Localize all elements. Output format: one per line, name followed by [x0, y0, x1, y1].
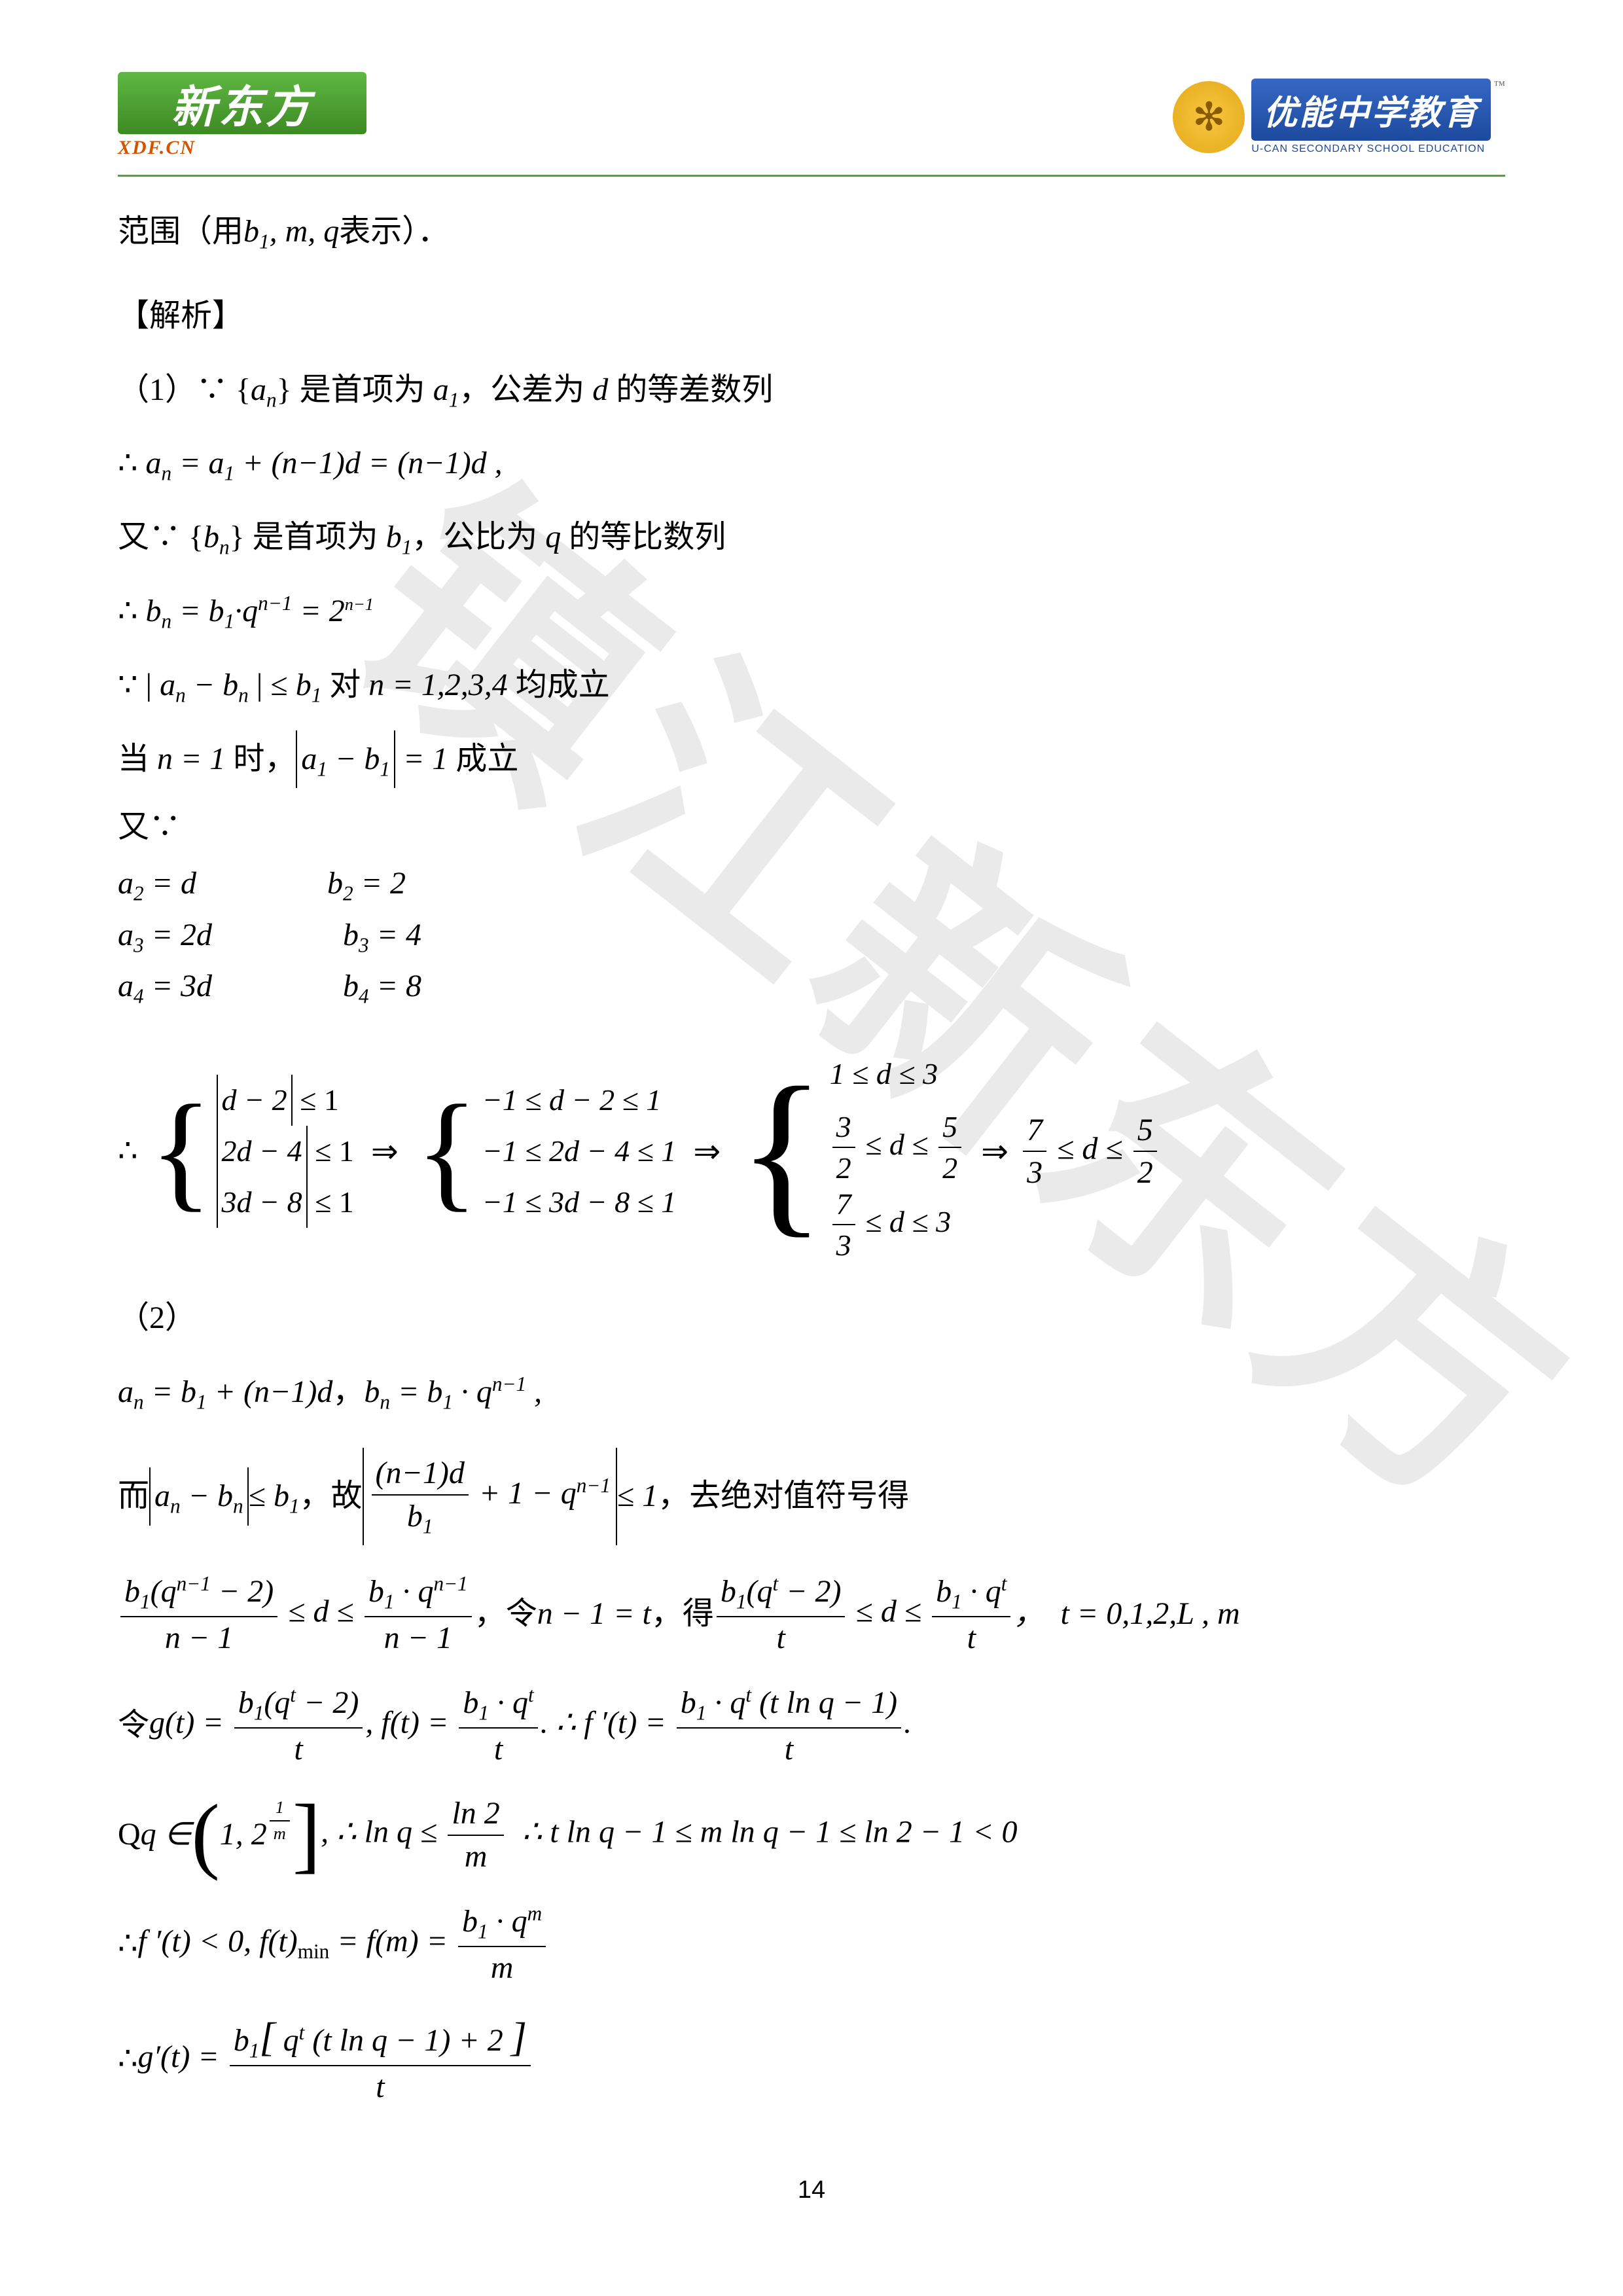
part2-gprime: ∴ g′(t) = b1[ qt (t ln q − 1) + 2 ]t	[118, 2013, 1505, 2106]
text: （1）∵ {	[118, 372, 251, 407]
text: 又∵ {	[118, 520, 204, 554]
page-number: 14	[0, 2176, 1623, 2204]
text: 成立	[448, 742, 518, 776]
part2-q-interval: Q q ∈ ( 1, 21m ] , ∴ ln q ≤ ln 2m ∴ t ln…	[118, 1795, 1505, 1875]
logo-left-badge: 新东方	[118, 72, 366, 134]
text: 而	[118, 1467, 149, 1526]
therefore: ∴	[118, 2030, 138, 2089]
part2-range-d: b1(qn−1 − 2)n − 1 ≤ d ≤ b1 · qn−1n − 1 ，…	[118, 1571, 1505, 1657]
part2-gf-def: 令 g(t) = b1(qt − 2)t, f(t) = b1 · qtt. ∴…	[118, 1683, 1505, 1768]
part2-formulas: an = b1 + (n−1)d，bn = b1 · qn−1 ,	[118, 1363, 1505, 1422]
table-row: a3 = 2d b3 = 4	[118, 910, 1505, 962]
text: 时，	[225, 742, 296, 776]
therefore: ∴	[118, 1915, 138, 1973]
logo-left: 新东方 XDF.CN	[118, 72, 380, 164]
text: ，公比为	[412, 520, 545, 554]
part2-abs-line: 而 an − bn ≤ b1 ，故 (n−1)db1 + 1 − qn−1 ≤ …	[118, 1448, 1505, 1545]
logo-right-icon: ✻	[1173, 81, 1245, 153]
text: 均成立	[508, 668, 610, 702]
text: ，去绝对值符号得	[658, 1467, 909, 1526]
table-row: a4 = 3d b4 = 8	[118, 961, 1505, 1013]
text: 的等差数列	[608, 372, 773, 407]
text: } 是首项为	[277, 372, 433, 407]
text: 表示）．	[339, 214, 449, 249]
text: 范围（用	[118, 214, 243, 249]
section-title: 【解析】	[118, 287, 1505, 346]
logo-left-subtext: XDF.CN	[118, 137, 380, 159]
logo-right: ✻ 优能中学教育 U-CAN SECONDARY SCHOOL EDUCATIO…	[1173, 79, 1505, 155]
line-1-intro: （1）∵ {an} 是首项为 a1，公差为 d 的等差数列	[118, 361, 1505, 420]
text: 令	[118, 1696, 149, 1755]
text: ，令	[474, 1585, 537, 1643]
logo-right-subtext: U-CAN SECONDARY SCHOOL EDUCATION	[1251, 143, 1491, 155]
line-you: 又∵	[118, 804, 1505, 851]
part2-fprime-result: ∴ f ′(t) < 0, f(t)min = f(m) = b1 · qmm	[118, 1901, 1505, 1987]
logo-right-text: 优能中学教育	[1251, 79, 1491, 141]
text: } 是首项为	[230, 520, 386, 554]
text: ∴	[118, 446, 146, 480]
line-bn-formula: ∴ bn = b1·qn−1 = 2n−1	[118, 583, 1505, 641]
line-condition: ∵ | an − bn | ≤ b1 对 n = 1,2,3,4 均成立	[118, 656, 1505, 715]
table-row: a2 = d b2 = 2	[118, 859, 1505, 910]
line-bn-intro: 又∵ {bn} 是首项为 b1，公比为 q 的等比数列	[118, 509, 1505, 567]
line-an-formula: ∴ an = a1 + (n−1)d = (n−1)d ,	[118, 435, 1505, 493]
line-n1-case: 当 n = 1 时，a1 − b1 = 1 成立	[118, 730, 1505, 789]
part2-label: （2）	[118, 1289, 1505, 1348]
logo-left-text: 新东方	[171, 71, 313, 135]
line-preamble: 范围（用b1, m, q表示）．	[118, 203, 1505, 261]
page-header: 新东方 XDF.CN ✻ 优能中学教育 U-CAN SECONDARY SCHO…	[118, 65, 1505, 177]
trademark-icon: ™	[1493, 79, 1505, 92]
text: ∴	[118, 594, 146, 628]
text: ，故	[300, 1467, 363, 1526]
text: 的等比数列	[561, 520, 726, 554]
text: ，得	[651, 1585, 714, 1643]
text: ，公差为	[459, 372, 592, 407]
therefore: ∴	[118, 1122, 138, 1181]
inequality-system: ∴ { d − 2 ≤ 1 2d − 4 ≤ 1 3d − 8 ≤ 1 ⇒ { …	[118, 1039, 1505, 1264]
text: 对	[321, 668, 368, 702]
text: 当	[118, 742, 157, 776]
document-body: 范围（用b1, m, q表示）． 【解析】 （1）∵ {an} 是首项为 a1，…	[118, 203, 1505, 2121]
